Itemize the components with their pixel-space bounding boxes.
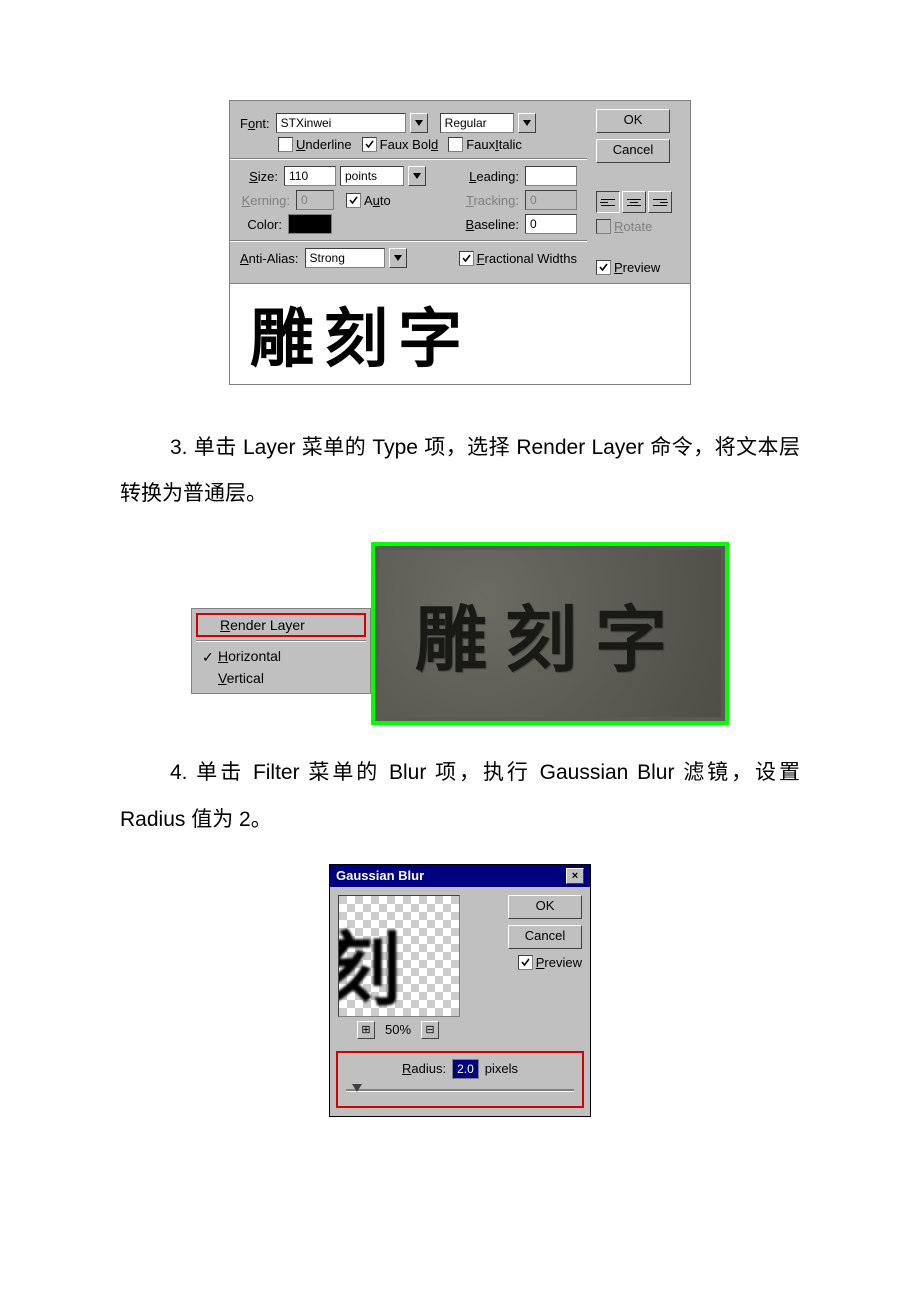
style-input[interactable]: Regular xyxy=(440,113,514,133)
gauss-preview-checkbox[interactable]: Preview xyxy=(466,955,582,970)
type-preview: 雕刻字 xyxy=(230,283,690,384)
ok-button[interactable]: OK xyxy=(596,109,670,133)
radius-input[interactable]: 2.0 xyxy=(452,1059,479,1079)
menu-render-layer[interactable]: Render Layer xyxy=(196,613,366,637)
faux-bold-checkbox[interactable]: Faux Bold xyxy=(362,137,439,152)
font-label: Font: xyxy=(240,116,270,131)
fractional-checkbox[interactable]: Fractional Widths xyxy=(459,251,577,266)
color-swatch[interactable] xyxy=(288,214,332,234)
preview-checkbox[interactable]: Preview xyxy=(596,260,682,275)
gauss-cancel-button[interactable]: Cancel xyxy=(508,925,582,949)
antialias-dropdown[interactable] xyxy=(389,248,407,268)
align-center[interactable] xyxy=(622,191,646,213)
leading-input[interactable] xyxy=(525,166,577,186)
zoom-level: 50% xyxy=(385,1022,411,1037)
type-submenu: Render Layer ✓Horizontal Vertical xyxy=(191,608,371,694)
size-unit-dropdown[interactable] xyxy=(408,166,426,186)
cancel-button[interactable]: Cancel xyxy=(596,139,670,163)
radius-label: Radius: xyxy=(402,1061,446,1076)
color-label: Color: xyxy=(240,217,282,232)
rendered-text-preview: 雕刻字 xyxy=(371,542,729,725)
auto-checkbox[interactable]: Auto xyxy=(346,193,391,208)
kerning-label: Kerning: xyxy=(240,193,290,208)
menu-horizontal[interactable]: ✓Horizontal xyxy=(196,645,366,667)
gauss-title: Gaussian Blur xyxy=(336,868,424,883)
tracking-input: 0 xyxy=(525,190,577,210)
figure-render-layer: Render Layer ✓Horizontal Vertical 雕刻字 xyxy=(120,542,800,725)
radius-slider[interactable] xyxy=(346,1089,574,1092)
step-3-text: 3. 单击 Layer 菜单的 Type 项，选择 Render Layer 命… xyxy=(120,425,800,517)
antialias-label: Anti-Alias: xyxy=(240,251,299,266)
font-dropdown[interactable] xyxy=(410,113,428,133)
leading-label: Leading: xyxy=(469,169,519,184)
align-left[interactable] xyxy=(596,191,620,213)
size-label: Size: xyxy=(240,169,278,184)
tracking-label: Tracking: xyxy=(466,193,519,208)
baseline-label: Baseline: xyxy=(466,217,519,232)
type-tool-dialog: Font: STXinwei Regular Underline Faux Bo… xyxy=(229,100,691,385)
align-buttons xyxy=(596,191,682,213)
faux-italic-checkbox[interactable]: Faux Italic xyxy=(448,137,522,152)
antialias-input[interactable]: Strong xyxy=(305,248,385,268)
font-input[interactable]: STXinwei xyxy=(276,113,406,133)
close-button[interactable]: × xyxy=(566,868,584,884)
align-right[interactable] xyxy=(648,191,672,213)
zoom-in[interactable]: ⊞ xyxy=(357,1021,375,1039)
baseline-input[interactable]: 0 xyxy=(525,214,577,234)
underline-checkbox[interactable]: Underline xyxy=(278,137,352,152)
menu-vertical[interactable]: Vertical xyxy=(196,667,366,689)
rotate-checkbox: Rotate xyxy=(596,219,682,234)
gaussian-blur-dialog: Gaussian Blur × 刻 ⊞ 50% ⊟ OK Cancel Prev… xyxy=(329,864,591,1117)
step-4-text: 4. 单击 Filter 菜单的 Blur 项，执行 Gaussian Blur… xyxy=(120,750,800,842)
style-dropdown[interactable] xyxy=(518,113,536,133)
size-input[interactable]: 110 xyxy=(284,166,336,186)
zoom-out[interactable]: ⊟ xyxy=(421,1021,439,1039)
radius-unit: pixels xyxy=(485,1061,518,1076)
size-unit[interactable]: points xyxy=(340,166,404,186)
gauss-preview-thumb: 刻 xyxy=(338,895,460,1017)
radius-group: Radius: 2.0 pixels xyxy=(336,1051,584,1108)
kerning-input: 0 xyxy=(296,190,334,210)
gauss-ok-button[interactable]: OK xyxy=(508,895,582,919)
